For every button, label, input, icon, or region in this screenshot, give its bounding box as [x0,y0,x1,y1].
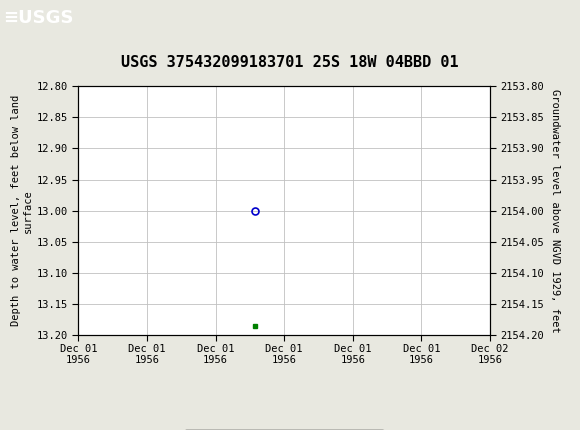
Text: USGS 375432099183701 25S 18W 04BBD 01: USGS 375432099183701 25S 18W 04BBD 01 [121,55,459,70]
Y-axis label: Groundwater level above NGVD 1929, feet: Groundwater level above NGVD 1929, feet [550,89,560,332]
Y-axis label: Depth to water level, feet below land
surface: Depth to water level, feet below land su… [11,95,32,326]
Text: ≡USGS: ≡USGS [3,9,74,27]
